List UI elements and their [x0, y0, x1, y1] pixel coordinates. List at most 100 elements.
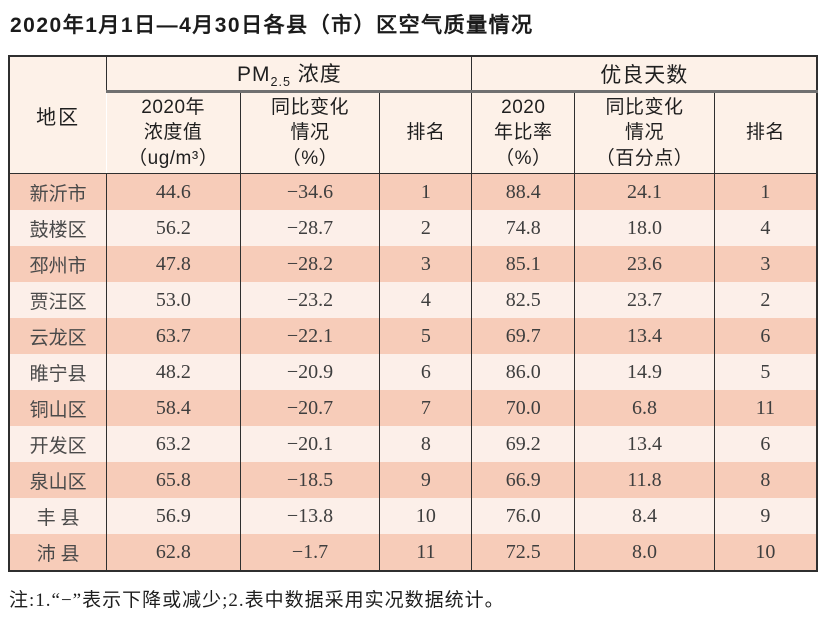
cell-good-rate: 82.5 [471, 282, 575, 318]
cell-pm-change: −22.1 [239, 318, 380, 354]
col-header-good-rate: 2020 年比率 （%） [471, 91, 575, 174]
cell-good-rate: 85.1 [471, 246, 575, 282]
cell-good-rate: 76.0 [471, 498, 575, 534]
col-group-pm25: PM2.5 浓度 [106, 56, 472, 93]
cell-good-rank: 2 [713, 282, 817, 318]
col-header-pm-value: 2020年 浓度值 （ug/m³） [106, 91, 241, 174]
cell-good-change: 13.4 [574, 318, 715, 354]
cell-pm-value: 56.9 [106, 498, 241, 534]
cell-region: 沛 县 [36, 543, 80, 565]
cell-good-change: 18.0 [574, 210, 715, 246]
cell-good-change: 24.1 [574, 173, 715, 210]
cell-good-rank: 9 [713, 498, 817, 534]
cell-pm-change: −20.9 [239, 354, 380, 390]
cell-good-rate: 74.8 [471, 210, 575, 246]
cell-good-rate: 86.0 [471, 354, 575, 390]
cell-pm-change: −18.5 [239, 462, 380, 498]
cell-region: 鼓楼区 [29, 219, 87, 241]
cell-pm-rank: 11 [379, 534, 472, 571]
cell-region: 铜山区 [29, 399, 87, 421]
cell-pm-rank: 10 [379, 498, 472, 534]
cell-pm-rank: 3 [379, 246, 472, 282]
col-header-pm-change: 同比变化 情况 （%） [239, 91, 380, 174]
cell-pm-change: −28.2 [239, 246, 380, 282]
cell-good-rank: 3 [713, 246, 817, 282]
table-row: 开发区 63.2 −20.1 8 69.2 13.4 6 [9, 426, 817, 462]
cell-region: 邳州市 [29, 255, 87, 277]
col-header-pm-rank: 排名 [379, 91, 472, 174]
cell-pm-value: 53.0 [106, 282, 241, 318]
cell-region: 新沂市 [29, 183, 87, 205]
cell-region: 丰 县 [36, 507, 80, 529]
table-row: 云龙区 63.7 −22.1 5 69.7 13.4 6 [9, 318, 817, 354]
table-row: 新沂市 44.6 −34.6 1 88.4 24.1 1 [9, 173, 817, 210]
group-header-row: 地区 PM2.5 浓度 优良天数 [9, 56, 817, 174]
cell-good-rate: 88.4 [471, 173, 575, 210]
col-header-good-change: 同比变化 情况 （百分点） [574, 91, 715, 174]
cell-pm-value: 63.7 [106, 318, 241, 354]
cell-good-rate: 69.7 [471, 318, 575, 354]
cell-good-rate: 70.0 [471, 390, 575, 426]
cell-pm-rank: 7 [379, 390, 472, 426]
cell-pm-change: −20.7 [239, 390, 380, 426]
cell-good-change: 14.9 [574, 354, 715, 390]
cell-good-rank: 11 [713, 390, 817, 426]
cell-good-change: 23.7 [574, 282, 715, 318]
air-quality-table: 地区 PM2.5 浓度 优良天数 2020年 浓度值 （ug/m³） 同比变化 … [8, 55, 818, 572]
cell-good-change: 8.0 [574, 534, 715, 571]
col-header-region: 地区 [9, 56, 107, 174]
pm25-label-suffix: 浓度 [290, 62, 342, 86]
cell-pm-value: 47.8 [106, 246, 241, 282]
cell-pm-value: 56.2 [106, 210, 241, 246]
pm25-label-subscript: 2.5 [270, 75, 291, 90]
footnote: 注:1.“−”表示下降或减少;2.表中数据采用实况数据统计。 [9, 590, 505, 611]
col-group-good-days: 优良天数 [471, 56, 817, 93]
table-row: 泉山区 65.8 −18.5 9 66.9 11.8 8 [9, 462, 817, 498]
cell-pm-value: 48.2 [106, 354, 241, 390]
cell-pm-rank: 4 [379, 282, 472, 318]
cell-good-rank: 6 [713, 318, 817, 354]
cell-pm-change: −23.2 [239, 282, 380, 318]
table-row: 沛 县 62.8 −1.7 11 72.5 8.0 10 [9, 534, 817, 571]
cell-pm-rank: 1 [379, 173, 472, 210]
cell-good-rank: 6 [713, 426, 817, 462]
cell-region: 睢宁县 [29, 363, 87, 385]
cell-good-rate: 69.2 [471, 426, 575, 462]
cell-good-change: 13.4 [574, 426, 715, 462]
table-row: 丰 县 56.9 −13.8 10 76.0 8.4 9 [9, 498, 817, 534]
cell-good-change: 23.6 [574, 246, 715, 282]
cell-pm-value: 44.6 [106, 173, 241, 210]
cell-pm-rank: 2 [379, 210, 472, 246]
cell-good-rank: 10 [713, 534, 817, 571]
pm25-label-prefix: PM [236, 62, 271, 86]
cell-good-rank: 4 [713, 210, 817, 246]
cell-pm-value: 62.8 [106, 534, 241, 571]
table-row: 贾汪区 53.0 −23.2 4 82.5 23.7 2 [9, 282, 817, 318]
cell-good-change: 11.8 [574, 462, 715, 498]
cell-good-rank: 1 [713, 173, 817, 210]
cell-pm-change: −13.8 [239, 498, 380, 534]
cell-pm-rank: 8 [379, 426, 472, 462]
col-header-good-rank: 排名 [713, 91, 817, 174]
cell-pm-change: −1.7 [239, 534, 380, 571]
cell-good-rank: 5 [713, 354, 817, 390]
table-row: 睢宁县 48.2 −20.9 6 86.0 14.9 5 [9, 354, 817, 390]
cell-region: 贾汪区 [29, 291, 87, 313]
cell-pm-value: 63.2 [106, 426, 241, 462]
cell-pm-rank: 9 [379, 462, 472, 498]
table-row: 鼓楼区 56.2 −28.7 2 74.8 18.0 4 [9, 210, 817, 246]
cell-region: 云龙区 [29, 327, 87, 349]
cell-good-rate: 66.9 [471, 462, 575, 498]
cell-pm-change: −28.7 [239, 210, 380, 246]
cell-pm-change: −20.1 [239, 426, 380, 462]
cell-good-change: 8.4 [574, 498, 715, 534]
table-header: 地区 PM2.5 浓度 优良天数 2020年 浓度值 （ug/m³） 同比变化 … [9, 56, 817, 174]
cell-pm-value: 65.8 [106, 462, 241, 498]
table-body: 新沂市 44.6 −34.6 1 88.4 24.1 1 鼓楼区 56.2 −2… [9, 173, 817, 571]
cell-pm-rank: 5 [379, 318, 472, 354]
table-row: 邳州市 47.8 −28.2 3 85.1 23.6 3 [9, 246, 817, 282]
cell-region: 泉山区 [29, 471, 87, 493]
cell-good-rate: 72.5 [471, 534, 575, 571]
cell-good-rank: 8 [713, 462, 817, 498]
